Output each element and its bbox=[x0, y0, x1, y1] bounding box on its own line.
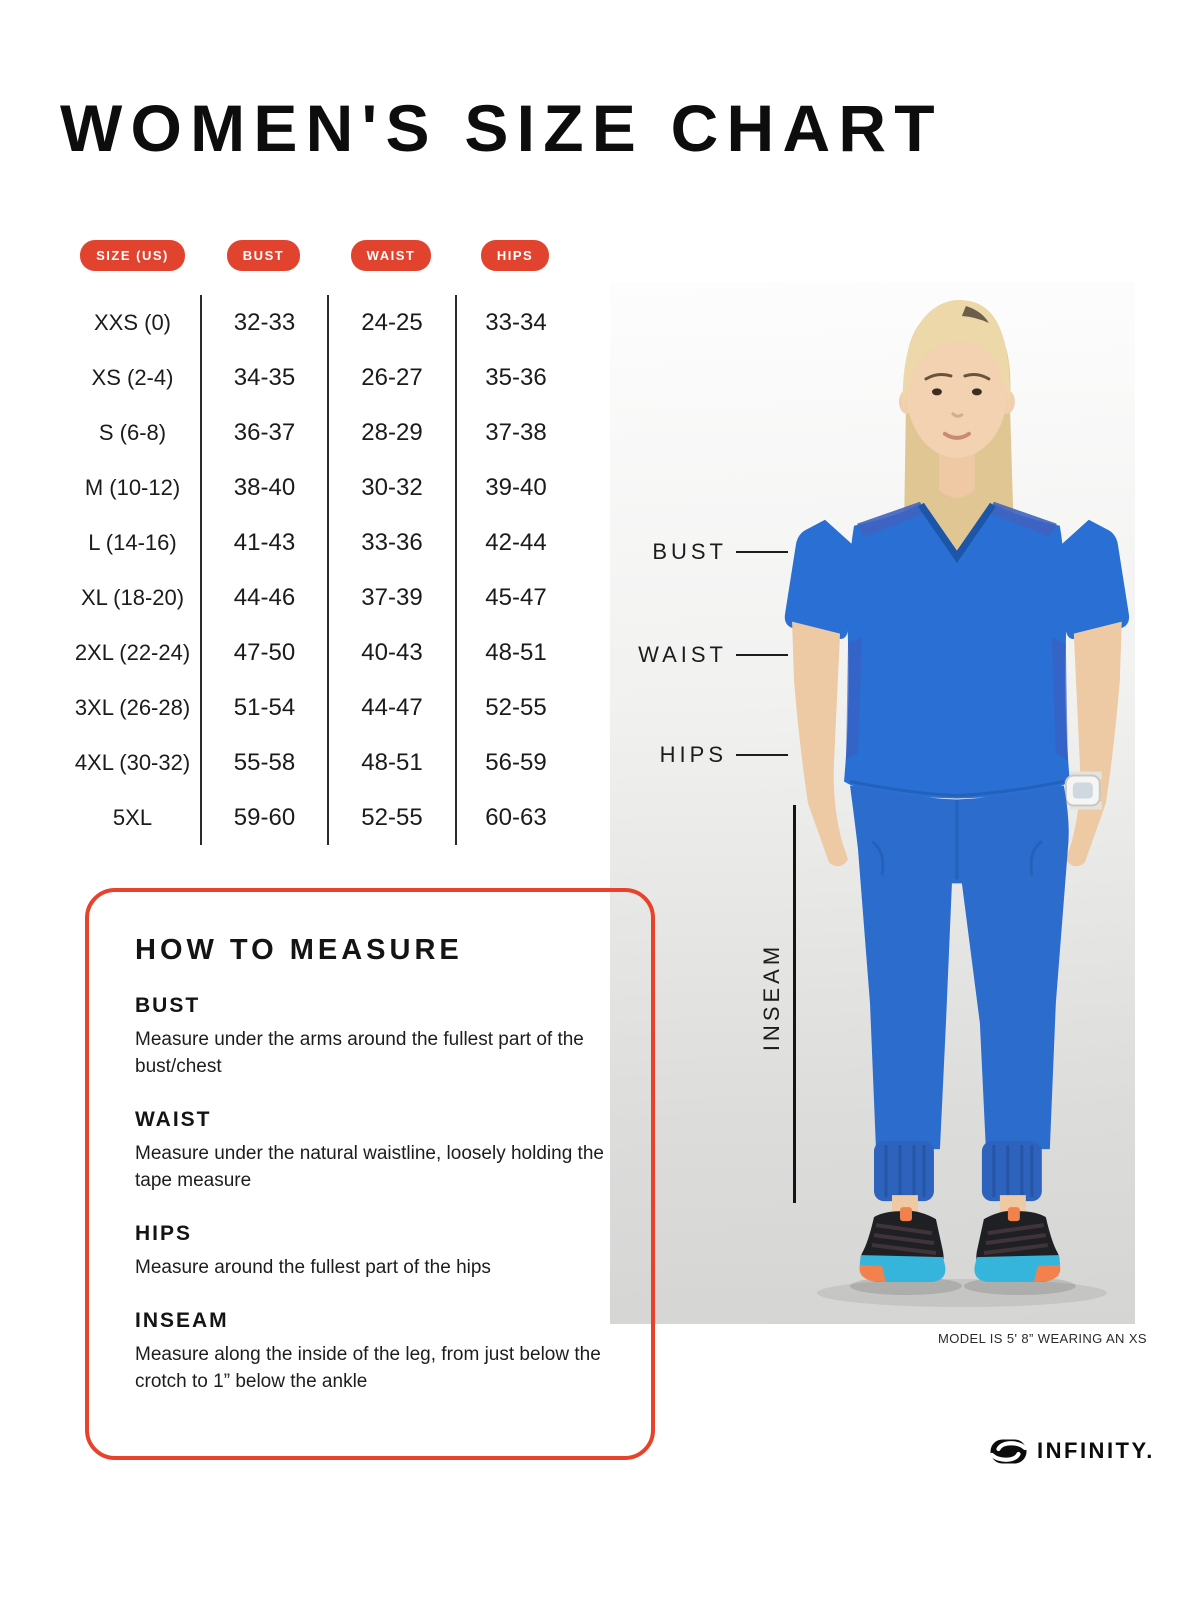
size-table-body: XXS (0) 32-33 24-25 33-34 XS (2-4) 34-35… bbox=[65, 295, 575, 845]
size-cell: XL (18-20) bbox=[80, 585, 185, 610]
bust-cell: 51-54 bbox=[200, 680, 327, 735]
model-illustration bbox=[784, 299, 1130, 1308]
waist-cell: 30-32 bbox=[327, 460, 455, 515]
inseam-pointer-line bbox=[793, 805, 796, 1203]
size-cell: 5XL bbox=[112, 805, 153, 830]
size-cell: 2XL (22-24) bbox=[74, 640, 191, 665]
hips-pointer-line bbox=[736, 754, 788, 756]
bust-cell: 55-58 bbox=[200, 735, 327, 790]
waist-cell: 40-43 bbox=[327, 625, 455, 680]
measure-section-description: Measure under the natural waistline, loo… bbox=[135, 1142, 604, 1191]
waist-pointer-line bbox=[736, 654, 788, 656]
waist-cell: 37-39 bbox=[327, 570, 455, 625]
size-cell: L (14-16) bbox=[88, 530, 177, 555]
waist-cell: 24-25 bbox=[327, 295, 455, 350]
size-table-header: SIZE (US) BUST WAIST HIPS bbox=[65, 240, 575, 271]
bust-cell: 41-43 bbox=[200, 515, 327, 570]
waist-cell: 28-29 bbox=[327, 405, 455, 460]
waist-pointer-label: WAIST bbox=[638, 642, 727, 667]
size-cell: S (6-8) bbox=[98, 420, 167, 445]
hips-pointer: HIPS bbox=[610, 742, 788, 768]
hips-pointer-label: HIPS bbox=[659, 742, 727, 767]
how-to-measure-box: HOW TO MEASURE BUST Measure under the ar… bbox=[85, 888, 655, 1460]
waist-cell: 48-51 bbox=[327, 735, 455, 790]
waist-cell: 44-47 bbox=[327, 680, 455, 735]
waist-cell: 52-55 bbox=[327, 790, 455, 845]
bust-cell: 44-46 bbox=[200, 570, 327, 625]
measure-section-name: HIPS bbox=[135, 1221, 193, 1245]
hips-cell: 48-51 bbox=[455, 625, 575, 680]
brand-logo: INFINITY. bbox=[990, 1438, 1155, 1464]
hips-cell: 45-47 bbox=[455, 570, 575, 625]
measure-section-description: Measure around the fullest part of the h… bbox=[135, 1256, 491, 1278]
measure-section-description: Measure under the arms around the fulles… bbox=[135, 1029, 584, 1077]
size-cell: XXS (0) bbox=[93, 310, 172, 335]
measure-section-name: WAIST bbox=[135, 1107, 212, 1131]
size-cell: 3XL (26-28) bbox=[74, 695, 191, 720]
size-cell: XS (2-4) bbox=[91, 365, 174, 390]
header-waist: WAIST bbox=[327, 240, 455, 271]
bust-cell: 32-33 bbox=[200, 295, 327, 350]
bust-cell: 59-60 bbox=[200, 790, 327, 845]
hips-cell: 56-59 bbox=[455, 735, 575, 790]
header-size: SIZE (US) bbox=[65, 240, 200, 271]
size-cell: M (10-12) bbox=[84, 475, 181, 500]
inseam-pointer-label: INSEAM bbox=[759, 942, 784, 1052]
header-hips: HIPS bbox=[455, 240, 575, 271]
hips-cell: 37-38 bbox=[455, 405, 575, 460]
bust-pointer-label: BUST bbox=[652, 539, 727, 564]
waist-cell: 33-36 bbox=[327, 515, 455, 570]
measure-section-name: BUST bbox=[135, 994, 201, 1017]
hips-cell: 35-36 bbox=[455, 350, 575, 405]
hips-cell: 42-44 bbox=[455, 515, 575, 570]
bust-pointer-line bbox=[736, 551, 788, 553]
waist-pointer: WAIST bbox=[610, 642, 788, 668]
measure-section-name: INSEAM bbox=[135, 1308, 229, 1332]
measure-section-description: Measure along the inside of the leg, fro… bbox=[135, 1343, 601, 1392]
how-to-measure-title: HOW TO MEASURE bbox=[135, 934, 463, 966]
hips-header-pill: HIPS bbox=[480, 240, 550, 271]
brand-wordmark: INFINITY. bbox=[1037, 1438, 1155, 1463]
bust-pointer: BUST bbox=[610, 539, 788, 565]
size-header-pill: SIZE (US) bbox=[80, 240, 185, 271]
page-title: WOMEN'S SIZE CHART bbox=[60, 91, 943, 165]
bust-cell: 38-40 bbox=[200, 460, 327, 515]
waist-cell: 26-27 bbox=[327, 350, 455, 405]
hips-cell: 60-63 bbox=[455, 790, 575, 845]
bust-cell: 36-37 bbox=[200, 405, 327, 460]
hips-cell: 39-40 bbox=[455, 460, 575, 515]
model-caption: MODEL IS 5' 8” WEARING AN XS bbox=[938, 1331, 1147, 1346]
infinity-logo-icon bbox=[990, 1439, 1027, 1463]
bust-header-pill: BUST bbox=[226, 240, 301, 271]
header-bust: BUST bbox=[200, 240, 327, 271]
bust-cell: 47-50 bbox=[200, 625, 327, 680]
size-cell: 4XL (30-32) bbox=[74, 750, 191, 775]
model-photo bbox=[610, 282, 1135, 1324]
hips-cell: 33-34 bbox=[455, 295, 575, 350]
waist-header-pill: WAIST bbox=[350, 240, 432, 271]
measure-sections: BUST Measure under the arms around the f… bbox=[135, 994, 607, 1396]
bust-cell: 34-35 bbox=[200, 350, 327, 405]
hips-cell: 52-55 bbox=[455, 680, 575, 735]
